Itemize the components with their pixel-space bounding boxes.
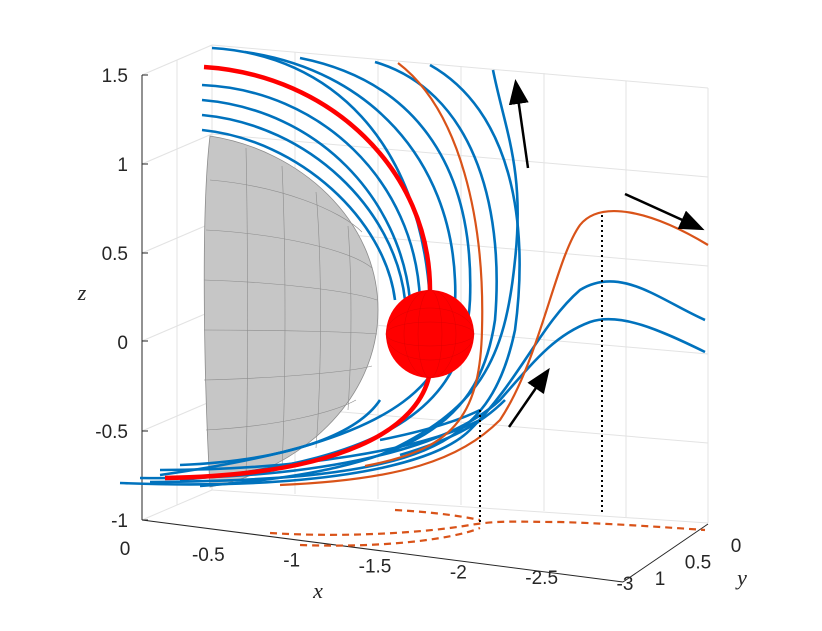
z-tick-labels: 1.5 1 0.5 0 -0.5 -1 [95, 66, 128, 532]
streamline [379, 69, 520, 457]
projected-paths [269, 508, 706, 547]
streamline [119, 280, 706, 486]
axes [141, 75, 709, 583]
z-tick-label: -0.5 [95, 422, 128, 443]
streamline [364, 62, 484, 468]
blue-streamlines [119, 46, 706, 488]
y-tick-label: 1 [655, 569, 666, 590]
red-streamline [164, 64, 433, 481]
streamline [149, 63, 521, 484]
streamline [139, 317, 706, 480]
streamline [179, 399, 382, 467]
x-tick-label: -0.5 [192, 545, 225, 566]
z-tick-label: 0.5 [102, 244, 128, 265]
orange-streamlines [279, 62, 709, 487]
arrow-upright [507, 367, 550, 428]
streamline [379, 408, 481, 442]
streamline [201, 113, 407, 301]
arrow-up [508, 79, 530, 169]
x-tick-label: -1 [283, 551, 300, 572]
z-tick-label: -1 [111, 511, 128, 532]
x-axis-label: x [312, 578, 323, 603]
y-tick-label: 0.5 [685, 553, 711, 574]
z-axis-label: z [77, 280, 87, 305]
streamline [201, 83, 422, 301]
x-tick-label: -1.5 [359, 557, 392, 578]
axis-ticks [142, 74, 148, 521]
z-tick-label: 1.5 [102, 66, 128, 87]
y-tick-label: 0 [731, 536, 742, 557]
streamline [199, 60, 498, 488]
streamline [399, 399, 506, 457]
x-tick-label: -2 [450, 562, 467, 583]
streamline [159, 50, 457, 477]
x-tick-labels: 0 -0.5 -1 -1.5 -2 -2.5 -3 [120, 539, 634, 595]
x-tick-label: -2.5 [525, 568, 558, 589]
x-tick-label: -3 [617, 574, 634, 595]
y-tick-labels: 00.51 [655, 536, 742, 590]
streamline [279, 210, 709, 487]
arrow-right [624, 192, 705, 231]
y-axis-label: y [735, 565, 747, 590]
particle-sphere [385, 289, 475, 379]
z-tick-label: 1 [117, 155, 128, 176]
streamline [179, 56, 472, 482]
z-tick-label: 0 [117, 333, 128, 354]
flow-arrows [507, 79, 705, 428]
streamline [201, 128, 397, 301]
streamline [201, 98, 412, 301]
streamline [159, 418, 481, 472]
x-tick-label: 0 [120, 539, 131, 560]
hemisphere [203, 135, 379, 488]
drop-lines [479, 215, 603, 525]
